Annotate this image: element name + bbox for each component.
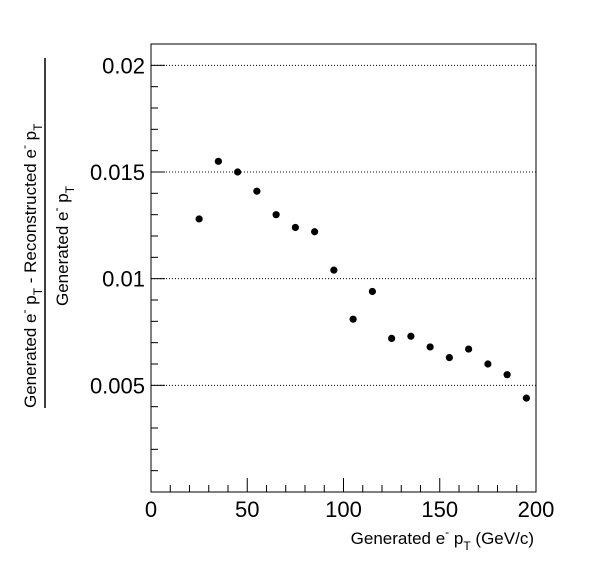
x-tick-label: 0 [145, 497, 157, 522]
data-point [349, 315, 357, 323]
data-point [503, 371, 511, 379]
x-tick-label: 200 [518, 497, 555, 522]
y-tick-label: 0.005 [90, 373, 145, 398]
data-point [272, 211, 280, 219]
data-point [195, 215, 203, 223]
y-axis: 0.005 0.01 0.015 0.02 [90, 53, 165, 472]
data-point [445, 354, 453, 362]
grid-lines [151, 64, 536, 386]
data-point [214, 157, 222, 165]
data-point [484, 360, 492, 368]
y-tick-label: 0.02 [102, 53, 145, 78]
x-axis: 0 50 100 150 200 [145, 478, 554, 522]
data-point [330, 266, 338, 274]
data-point [522, 394, 530, 402]
data-point [234, 168, 242, 176]
y-tick-label: 0.01 [102, 267, 145, 292]
data-point [426, 343, 434, 351]
data-point [311, 228, 319, 236]
data-point [465, 345, 473, 353]
x-axis-title: Generated e- pT (GeV/c) [351, 525, 534, 553]
data-points [195, 157, 530, 402]
y-axis-title-numerator: Generated e- pT - Reconstructed e- pT [17, 123, 45, 408]
data-point [291, 223, 299, 232]
y-axis-title-denominator: Generated e- pT [49, 185, 77, 306]
y-axis-title: Generated e- pT - Reconstructed e- pT Ge… [17, 58, 77, 408]
x-tick-label: 100 [325, 497, 362, 522]
data-point [368, 287, 376, 296]
data-point [388, 334, 396, 342]
y-tick-label: 0.015 [90, 160, 145, 185]
data-point [253, 187, 261, 195]
plot-frame [150, 43, 537, 493]
x-tick-label: 50 [235, 497, 259, 522]
data-point [407, 332, 415, 340]
x-tick-label: 150 [421, 497, 458, 522]
